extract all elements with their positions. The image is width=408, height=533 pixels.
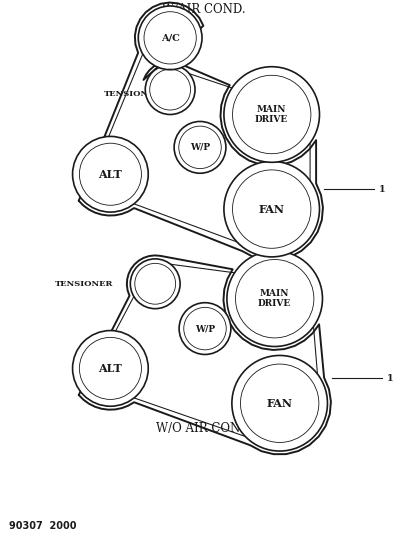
Text: W/O AIR COND.: W/O AIR COND.: [155, 422, 253, 434]
Text: W/AIR COND.: W/AIR COND.: [162, 3, 246, 17]
Text: 90307  2000: 90307 2000: [9, 521, 76, 531]
Text: TENSIONER: TENSIONER: [104, 90, 162, 98]
Circle shape: [73, 330, 148, 406]
Text: W/P: W/P: [195, 324, 215, 333]
Circle shape: [224, 161, 319, 257]
Text: 1: 1: [379, 184, 386, 193]
Circle shape: [232, 356, 328, 451]
Text: 1: 1: [387, 374, 394, 383]
Text: MAIN
DRIVE: MAIN DRIVE: [258, 289, 291, 309]
Text: MAIN
DRIVE: MAIN DRIVE: [255, 105, 288, 124]
Text: A/C: A/C: [161, 34, 180, 42]
Circle shape: [174, 122, 226, 173]
Circle shape: [224, 67, 319, 162]
Circle shape: [179, 303, 231, 354]
Text: FAN: FAN: [259, 204, 285, 215]
Text: TENSIONER: TENSIONER: [55, 280, 113, 288]
Circle shape: [138, 6, 202, 70]
Text: ALT: ALT: [98, 169, 122, 180]
Circle shape: [73, 136, 148, 212]
Circle shape: [130, 259, 180, 309]
Text: W/P: W/P: [190, 143, 210, 152]
Text: ALT: ALT: [98, 363, 122, 374]
Circle shape: [145, 64, 195, 115]
Text: FAN: FAN: [267, 398, 293, 409]
Circle shape: [227, 251, 322, 346]
